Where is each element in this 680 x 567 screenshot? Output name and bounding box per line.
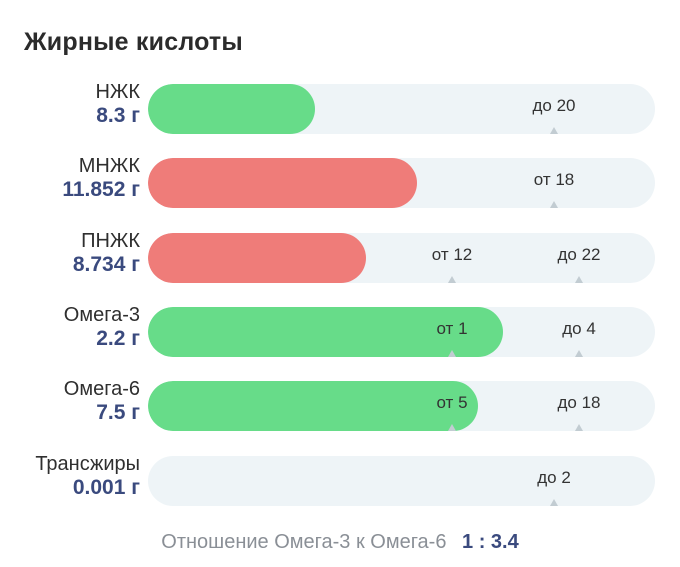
marker-triangle-icon	[550, 127, 558, 134]
progress-fill	[148, 233, 366, 283]
nutrient-label: ПНЖК 8.734 г	[73, 229, 140, 277]
progress-track: до 20	[148, 84, 655, 134]
progress-track: до 2	[148, 456, 655, 506]
progress-track: от 5 до 18	[148, 381, 655, 431]
nutrient-row: МНЖК 11.852 г от 18	[0, 155, 680, 208]
nutrient-row: Омега-6 7.5 г от 5 до 18	[0, 378, 680, 431]
omega-ratio-label: Отношение Омега-3 к Омега-6	[161, 531, 447, 553]
nutrient-row: НЖК 8.3 г до 20	[0, 81, 680, 134]
nutrient-amount: 8.3 г	[96, 104, 140, 127]
marker-triangle-icon	[448, 276, 456, 283]
nutrient-name: Трансжиры	[35, 453, 140, 475]
marker-triangle-icon	[550, 499, 558, 506]
progress-fill	[148, 381, 478, 431]
norm-marker-label: до 22	[557, 245, 601, 264]
marker-triangle-icon	[448, 350, 456, 357]
nutrient-label: МНЖК 11.852 г	[62, 154, 140, 202]
nutrient-name: ПНЖК	[81, 230, 140, 252]
nutrient-row: ПНЖК 8.734 г от 12 до 22	[0, 230, 680, 283]
norm-marker-label: до 18	[557, 393, 601, 412]
norm-marker-label: от 12	[431, 245, 473, 264]
omega-ratio: Отношение Омега-3 к Омега-6 1 : 3.4	[0, 531, 680, 554]
nutrient-amount: 11.852 г	[62, 178, 140, 201]
nutrient-name: НЖК	[95, 81, 140, 103]
nutrient-label: Омега-6 7.5 г	[64, 377, 140, 425]
nutrient-label: НЖК 8.3 г	[95, 80, 140, 128]
nutrient-name: МНЖК	[78, 155, 140, 177]
progress-fill	[148, 307, 503, 357]
nutrient-amount: 7.5 г	[96, 401, 140, 424]
nutrient-amount: 2.2 г	[96, 327, 140, 350]
nutrient-name: Омега-3	[63, 304, 140, 326]
progress-track: от 18	[148, 158, 655, 208]
marker-triangle-icon	[575, 424, 583, 431]
nutrient-label: Трансжиры 0.001 г	[35, 452, 140, 500]
section-title: Жирные кислоты	[24, 28, 243, 56]
marker-triangle-icon	[575, 350, 583, 357]
progress-track: от 1 до 4	[148, 307, 655, 357]
progress-fill	[148, 158, 417, 208]
nutrient-row: Омега-3 2.2 г от 1 до 4	[0, 304, 680, 357]
nutrient-amount: 0.001 г	[72, 476, 140, 499]
omega-ratio-value: 1 : 3.4	[462, 531, 519, 553]
progress-fill	[148, 84, 315, 134]
progress-track: от 12 до 22	[148, 233, 655, 283]
norm-marker-label: до 20	[532, 96, 576, 115]
norm-marker-label: от 5	[436, 393, 468, 412]
norm-marker-label: до 2	[537, 468, 571, 487]
nutrient-label: Омега-3 2.2 г	[64, 303, 140, 351]
norm-marker-label: до 4	[562, 319, 596, 338]
marker-triangle-icon	[575, 276, 583, 283]
marker-triangle-icon	[550, 201, 558, 208]
norm-marker-label: от 18	[533, 170, 575, 189]
norm-marker-label: от 1	[436, 319, 468, 338]
nutrient-name: Омега-6	[63, 378, 140, 400]
marker-triangle-icon	[448, 424, 456, 431]
nutrient-amount: 8.734 г	[72, 253, 140, 276]
nutrient-row: Трансжиры 0.001 г до 2	[0, 453, 680, 506]
